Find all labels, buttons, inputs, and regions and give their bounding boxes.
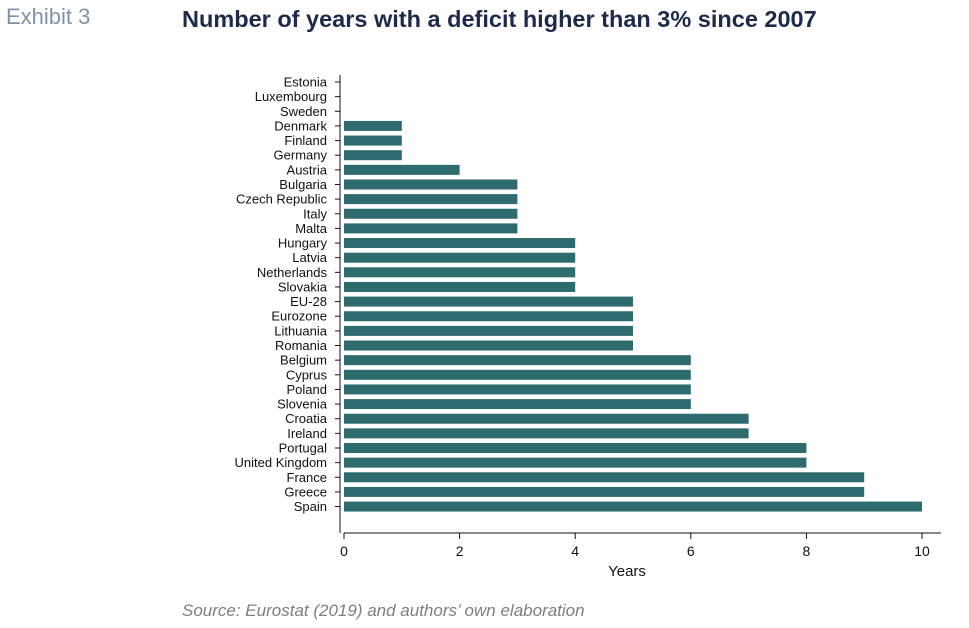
bar-lithuania [344, 325, 633, 336]
y-tick-label: Belgium [280, 353, 327, 368]
y-tick-label: Bulgaria [279, 177, 327, 192]
bar-finland [344, 135, 402, 146]
y-tick-label: Slovenia [277, 397, 328, 412]
bar-netherlands [344, 267, 576, 278]
y-tick-label: Lithuania [274, 323, 328, 338]
y-tick-label: Cyprus [286, 367, 328, 382]
y-tick-label: Romania [275, 338, 328, 353]
x-tick-label: 10 [914, 543, 930, 559]
y-tick-label: Malta [295, 221, 328, 236]
bar-croatia [344, 413, 749, 424]
bar-ireland [344, 428, 749, 439]
bar-bulgaria [344, 179, 518, 190]
y-tick-label: Estonia [284, 75, 328, 90]
bars-group [344, 120, 922, 512]
bar-cyprus [344, 369, 691, 380]
y-tick-label: Denmark [274, 118, 327, 133]
exhibit-label: Exhibit 3 [6, 4, 91, 29]
y-tick-label: France [287, 470, 327, 485]
x-tick-label: 4 [571, 543, 579, 559]
bar-hungary [344, 238, 576, 249]
y-tick-label: Luxembourg [255, 89, 327, 104]
bar-united-kingdom [344, 457, 807, 468]
y-tick-label: Latvia [292, 250, 327, 265]
bar-spain [344, 501, 922, 512]
y-tick-label: Netherlands [257, 265, 328, 280]
bar-latvia [344, 252, 576, 263]
x-tick-label: 8 [803, 543, 811, 559]
y-tick-label: Italy [303, 206, 327, 221]
x-tick-label: 6 [687, 543, 695, 559]
y-tick-label: Germany [274, 148, 328, 163]
y-tick-label: EU-28 [290, 294, 327, 309]
bar-belgium [344, 355, 691, 366]
chart-title: Number of years with a deficit higher th… [182, 6, 817, 32]
y-tick-label: Sweden [280, 104, 327, 119]
y-tick-label: Greece [284, 484, 327, 499]
bar-romania [344, 340, 633, 351]
y-tick-label: United Kingdom [235, 455, 328, 470]
x-axis: 0 2 4 6 8 10 [340, 532, 941, 559]
bar-eurozone [344, 311, 633, 322]
y-tick-label: Poland [287, 382, 327, 397]
y-tick-label: Portugal [279, 441, 328, 456]
x-axis-title: Years [608, 563, 646, 580]
x-tick-label: 2 [456, 543, 464, 559]
bar-italy [344, 208, 518, 219]
bar-slovakia [344, 281, 576, 292]
bar-austria [344, 164, 460, 175]
bar-greece [344, 486, 865, 497]
bar-portugal [344, 443, 807, 453]
bar-eu-28 [344, 296, 633, 307]
y-tick-label: Finland [284, 133, 327, 148]
y-tick-label: Spain [294, 499, 327, 514]
y-tick-label: Ireland [287, 426, 327, 441]
x-tick-label: 0 [340, 543, 348, 559]
bar-malta [344, 223, 518, 234]
bar-slovenia [344, 399, 691, 410]
bar-poland [344, 384, 691, 395]
y-tick-label: Hungary [278, 236, 328, 251]
bar-czech-republic [344, 194, 518, 205]
y-tick-label: Czech Republic [236, 192, 328, 207]
y-tick-label: Eurozone [271, 309, 327, 324]
bar-germany [344, 150, 402, 161]
source-note: Source: Eurostat (2019) and authors’ own… [182, 601, 585, 620]
bar-france [344, 472, 865, 483]
y-tick-label: Croatia [285, 411, 328, 426]
bar-denmark [344, 120, 402, 131]
y-tick-label: Austria [287, 162, 328, 177]
y-tick-label: Slovakia [278, 279, 328, 294]
y-axis: EstoniaLuxembourgSwedenDenmarkFinlandGer… [235, 75, 341, 533]
